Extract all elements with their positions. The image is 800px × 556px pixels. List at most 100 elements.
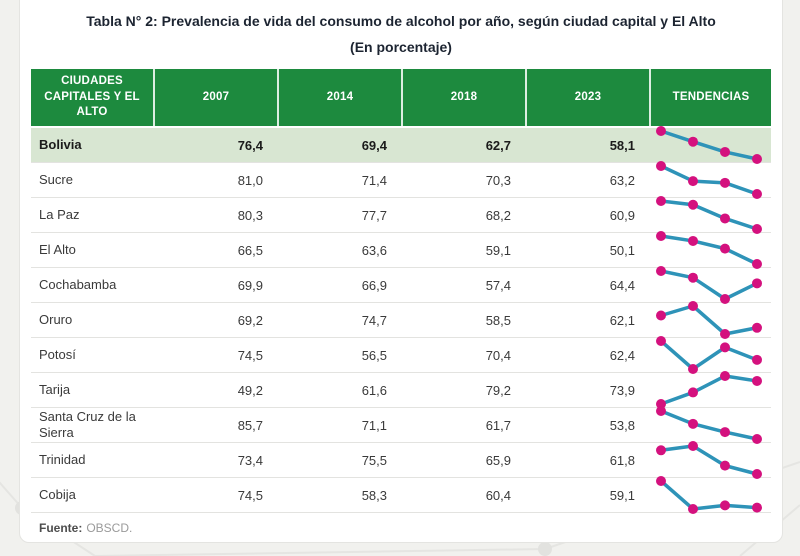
row-label: Oruro — [39, 311, 73, 327]
value-2023: 59,1 — [609, 487, 635, 503]
value-2007: 85,7 — [237, 417, 263, 433]
table-row: Oruro 69,2 74,7 58,5 62,1 — [31, 301, 771, 339]
value-2018: 57,4 — [485, 277, 511, 293]
row-label: Cochabamba — [39, 276, 117, 292]
table-subtitle: (En porcentaje) — [350, 39, 452, 55]
trend-sparkline — [656, 161, 762, 199]
table-title: Tabla N° 2: Prevalencia de vida del cons… — [86, 13, 716, 29]
value-2007: 81,0 — [237, 172, 263, 188]
trend-sparkline-cell — [649, 336, 771, 374]
value-2007: 76,4 — [237, 137, 263, 153]
value-2014: 74,7 — [361, 312, 387, 328]
value-2023: 73,9 — [609, 382, 635, 398]
header-cities-column: CIUDADES CAPITALES Y EL ALTO — [44, 75, 140, 119]
value-2018: 61,7 — [485, 417, 511, 433]
table-body: Bolivia 76,4 69,4 62,7 58,1 Sucre 81,0 7… — [31, 126, 771, 514]
trend-sparkline-cell — [649, 301, 771, 339]
value-2007: 80,3 — [237, 207, 263, 223]
trend-sparkline — [656, 266, 762, 304]
source-note: Fuente: OBSCD. — [31, 512, 771, 542]
header-tendencias: TENDENCIAS — [649, 69, 771, 126]
trend-sparkline — [656, 126, 762, 164]
table-row: Sucre 81,0 71,4 70,3 63,2 — [31, 161, 771, 199]
trend-sparkline — [656, 406, 762, 444]
value-2023: 62,4 — [609, 347, 635, 363]
trend-sparkline — [656, 196, 762, 234]
value-2007: 66,5 — [237, 242, 263, 258]
value-2018: 60,4 — [485, 487, 511, 503]
value-2023: 62,1 — [609, 312, 635, 328]
header-year-2014: 2014 — [277, 69, 401, 126]
value-2014: 71,4 — [361, 172, 387, 188]
value-2018: 62,7 — [485, 137, 511, 153]
value-2007: 69,9 — [237, 277, 263, 293]
table-card: Tabla N° 2: Prevalencia de vida del cons… — [19, 0, 783, 543]
value-2018: 70,3 — [485, 172, 511, 188]
trend-sparkline-cell — [649, 231, 771, 269]
row-label: La Paz — [39, 206, 80, 222]
value-2018: 70,4 — [485, 347, 511, 363]
table-row: Cobija 74,5 58,3 60,4 59,1 — [31, 476, 771, 514]
trend-sparkline — [656, 231, 762, 269]
value-2014: 56,5 — [361, 347, 387, 363]
source-label: Fuente: — [39, 521, 83, 535]
row-label: Cobija — [39, 486, 76, 502]
trend-sparkline-cell — [649, 441, 771, 479]
value-2023: 61,8 — [609, 452, 635, 468]
value-2018: 68,2 — [485, 207, 511, 223]
value-2023: 53,8 — [609, 417, 635, 433]
value-2014: 71,1 — [361, 417, 387, 433]
row-label: Santa Cruz de la Sierra — [39, 408, 136, 440]
trend-sparkline — [656, 301, 762, 339]
value-2023: 58,1 — [609, 137, 635, 153]
table-row: Santa Cruz de la Sierra 85,7 71,1 61,7 5… — [31, 406, 771, 444]
value-2007: 69,2 — [237, 312, 263, 328]
row-label: Tarija — [39, 381, 71, 397]
table-row: El Alto 66,5 63,6 59,1 50,1 — [31, 231, 771, 269]
value-2007: 74,5 — [237, 347, 263, 363]
value-2018: 58,5 — [485, 312, 511, 328]
value-2007: 74,5 — [237, 487, 263, 503]
row-label: Sucre — [39, 171, 73, 187]
value-2007: 49,2 — [237, 382, 263, 398]
row-label: Potosí — [39, 346, 76, 362]
table-row: Potosí 74,5 56,5 70,4 62,4 — [31, 336, 771, 374]
trend-sparkline — [656, 476, 762, 514]
table-row: Tarija 49,2 61,6 79,2 73,9 — [31, 371, 771, 409]
header-year-2007: 2007 — [153, 69, 277, 126]
header-year-2018: 2018 — [401, 69, 525, 126]
value-2014: 63,6 — [361, 242, 387, 258]
source-value: OBSCD. — [86, 521, 133, 535]
header-year-2023: 2023 — [525, 69, 649, 126]
value-2018: 79,2 — [485, 382, 511, 398]
table-row: Trinidad 73,4 75,5 65,9 61,8 — [31, 441, 771, 479]
value-2023: 60,9 — [609, 207, 635, 223]
value-2023: 50,1 — [609, 242, 635, 258]
trend-sparkline-cell — [649, 476, 771, 514]
value-2014: 66,9 — [361, 277, 387, 293]
trend-sparkline — [656, 336, 762, 374]
row-label: El Alto — [39, 241, 76, 257]
value-2007: 73,4 — [237, 452, 263, 468]
value-2014: 75,5 — [361, 452, 387, 468]
table-header-row: CIUDADES CAPITALES Y EL ALTO 2007 2014 2… — [31, 69, 771, 126]
value-2014: 69,4 — [361, 137, 387, 153]
trend-sparkline — [656, 441, 762, 479]
table-row: Cochabamba 69,9 66,9 57,4 64,4 — [31, 266, 771, 304]
row-label: Bolivia — [39, 136, 82, 152]
value-2014: 58,3 — [361, 487, 387, 503]
value-2023: 64,4 — [609, 277, 635, 293]
trend-sparkline-cell — [649, 406, 771, 444]
value-2018: 59,1 — [485, 242, 511, 258]
trend-sparkline-cell — [649, 161, 771, 199]
value-2018: 65,9 — [485, 452, 511, 468]
table-row: La Paz 80,3 77,7 68,2 60,9 — [31, 196, 771, 234]
table-row: Bolivia 76,4 69,4 62,7 58,1 — [31, 126, 771, 164]
trend-sparkline-cell — [649, 126, 771, 164]
value-2014: 77,7 — [361, 207, 387, 223]
row-label: Trinidad — [39, 451, 86, 467]
prevalence-table: CIUDADES CAPITALES Y EL ALTO 2007 2014 2… — [31, 69, 771, 542]
trend-sparkline-cell — [649, 196, 771, 234]
value-2023: 63,2 — [609, 172, 635, 188]
trend-sparkline-cell — [649, 266, 771, 304]
